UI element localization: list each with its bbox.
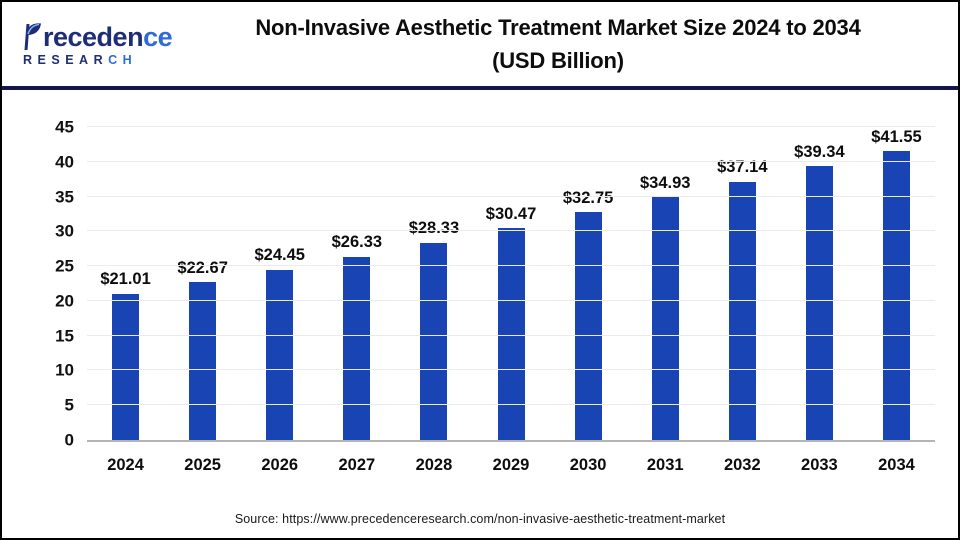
chart-title: Non-Invasive Aesthetic Treatment Market … (180, 11, 944, 77)
bar-2024 (112, 293, 140, 440)
header: recedence RESEARCH Non-Invasive Aestheti… (2, 2, 958, 86)
gridline-15 (87, 334, 935, 336)
bar-2026 (266, 269, 294, 440)
x-axis-label-2025: 2025 (184, 456, 221, 474)
bar-column-2030: $32.75 (550, 127, 627, 440)
y-tick-label-30: 30 (55, 221, 74, 241)
bar-value-label-2027: $26.33 (331, 233, 383, 252)
gridline-45 (87, 126, 935, 127)
gridline-30 (87, 230, 935, 232)
gridline-35 (87, 195, 935, 197)
gridline-40 (87, 160, 935, 162)
bar-2028 (420, 242, 448, 440)
x-axis-label-2028: 2028 (415, 456, 453, 474)
bar-column-2034: $41.55 (858, 127, 935, 440)
y-tick-label-5: 5 (64, 395, 74, 415)
header-divider (2, 86, 958, 90)
bar-column-2031: $34.93 (627, 127, 704, 440)
bar-value-label-2030: $32.75 (562, 188, 614, 207)
bar-value-label-2033: $39.34 (794, 142, 845, 161)
bar-chart: $21.01 $22.67 $24.45 $26.33 $28.33 $30.47 $32.… (2, 90, 958, 512)
x-axis-label-2034: 2034 (878, 456, 915, 474)
bar-2032 (728, 181, 756, 440)
x-axis-labels: 2024 2025 2026 2027 2028 2029 2030 2031 2032 2033… (87, 456, 935, 475)
x-axis-label-2032: 2032 (723, 456, 761, 474)
bar-2034 (882, 151, 910, 440)
bar-column-2026: $24.45 (241, 127, 318, 440)
gridline-5 (87, 404, 935, 406)
gridline-20 (87, 299, 935, 301)
y-tick-label-0: 0 (64, 430, 74, 450)
bar-value-label-2028: $28.33 (408, 219, 460, 238)
y-tick-label-15: 15 (55, 326, 74, 346)
bar-column-2028: $28.33 (395, 127, 472, 440)
bar-column-2024: $21.01 (87, 127, 164, 440)
bar-value-label-2031: $34.93 (639, 173, 691, 192)
bar-2033 (805, 166, 833, 440)
y-tick-label-35: 35 (55, 187, 74, 207)
chart-title-line1: Non-Invasive Aesthetic Treatment Market … (255, 15, 861, 40)
bar-2030 (574, 212, 602, 440)
gridline-25 (87, 265, 935, 267)
y-tick-label-45: 45 (55, 117, 74, 137)
precedence-research-logo: recedence RESEARCH (20, 21, 180, 67)
bar-column-2032: $37.14 (704, 127, 781, 440)
x-axis-label-2027: 2027 (338, 456, 376, 474)
source-attribution: Source: https://www.precedenceresearch.c… (234, 512, 726, 526)
leaf-p-icon (24, 23, 41, 51)
y-tick-label-40: 40 (55, 152, 74, 172)
bar-value-label-2026: $24.45 (254, 246, 305, 265)
bar-column-2025: $22.67 (164, 127, 241, 440)
y-tick-label-10: 10 (55, 360, 74, 380)
bar-value-label-2024: $21.01 (100, 270, 151, 289)
logo-wordmark: recedence (20, 21, 180, 51)
logo-subtitle: RESEARCH (23, 53, 138, 68)
x-axis-label-2031: 2031 (646, 456, 684, 474)
bar-2031 (651, 197, 679, 440)
gridline-10 (87, 369, 935, 371)
bar-value-label-2029: $30.47 (485, 204, 537, 223)
bar-column-2033: $39.34 (781, 127, 858, 440)
footer: Source: https://www.precedenceresearch.c… (2, 512, 958, 538)
x-axis-label-2033: 2033 (801, 456, 838, 474)
y-tick-label-20: 20 (55, 291, 74, 311)
bar-value-label-2034: $41.55 (871, 127, 922, 146)
plot-area: $21.01 $22.67 $24.45 $26.33 $28.33 $30.47 $32.… (55, 119, 935, 449)
x-axis-label-2030: 2030 (569, 456, 607, 474)
logo-name: recedence (43, 22, 173, 53)
bar-column-2029: $30.47 (472, 127, 549, 440)
bar-2025 (189, 282, 217, 440)
chart-title-line2: (USD Billion) (492, 48, 624, 73)
x-axis-label-2024: 2024 (107, 456, 144, 474)
bar-value-label-2032: $37.14 (717, 158, 768, 177)
bar-value-label-2025: $22.67 (177, 258, 228, 277)
bars-container: $21.01 $22.67 $24.45 $26.33 $28.33 $30.47 $32.… (87, 127, 935, 440)
x-axis-label-2029: 2029 (492, 456, 530, 474)
bar-column-2027: $26.33 (318, 127, 395, 440)
bar-2027 (343, 256, 371, 440)
y-tick-label-25: 25 (55, 256, 74, 276)
x-axis-label-2026: 2026 (261, 456, 299, 474)
